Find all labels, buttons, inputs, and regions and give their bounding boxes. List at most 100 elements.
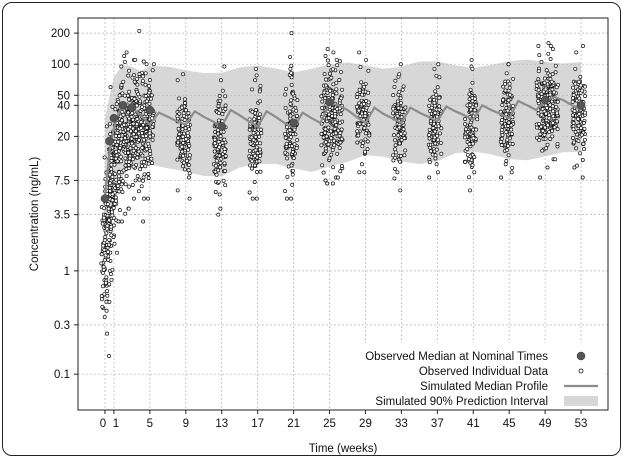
- individual-data-point: [578, 151, 583, 156]
- individual-data-point: [509, 123, 514, 128]
- legend-label: Observed Individual Data: [419, 366, 549, 378]
- individual-data-point: [326, 125, 331, 130]
- individual-data-point: [289, 71, 294, 76]
- individual-data-point: [141, 178, 145, 183]
- individual-data-point: [288, 135, 293, 140]
- individual-data-point: [571, 85, 575, 90]
- x-axis-title: Time (weeks): [309, 443, 378, 455]
- individual-data-point: [504, 159, 509, 163]
- individual-data-point: [578, 83, 583, 88]
- individual-data-point: [433, 129, 438, 134]
- individual-data-point: [140, 163, 144, 168]
- individual-data-point: [131, 126, 135, 131]
- individual-data-point: [535, 125, 539, 130]
- individual-data-point: [216, 179, 221, 184]
- individual-data-point: [119, 136, 124, 141]
- individual-data-point: [359, 162, 364, 167]
- individual-data-point: [290, 168, 295, 173]
- individual-data-point: [105, 223, 110, 228]
- individual-data-point: [250, 87, 254, 92]
- individual-data-point: [395, 170, 400, 175]
- x-tick-label: 9: [183, 418, 189, 430]
- individual-data-point: [100, 304, 105, 309]
- individual-data-point: [399, 138, 404, 142]
- individual-data-point: [136, 189, 141, 194]
- individual-data-point: [212, 141, 217, 146]
- individual-data-point: [362, 84, 366, 89]
- individual-data-point: [122, 59, 127, 64]
- individual-data-point: [102, 238, 107, 243]
- individual-data-point: [127, 184, 131, 189]
- individual-data-point: [535, 135, 539, 140]
- individual-data-point: [222, 64, 227, 69]
- individual-data-point: [361, 101, 366, 106]
- individual-data-point: [536, 98, 541, 103]
- individual-data-point: [545, 123, 550, 128]
- individual-data-point: [136, 92, 141, 97]
- individual-data-point: [325, 90, 330, 95]
- individual-data-point: [463, 160, 468, 164]
- individual-data-point: [397, 72, 402, 77]
- individual-data-point: [336, 128, 341, 133]
- individual-data-point: [117, 93, 122, 98]
- individual-data-point: [555, 111, 559, 116]
- individual-data-point: [187, 153, 192, 158]
- observed-median-point: [289, 118, 298, 128]
- individual-data-point: [117, 189, 122, 194]
- individual-data-point: [216, 139, 221, 144]
- individual-data-point: [287, 109, 292, 114]
- individual-data-point: [130, 157, 135, 162]
- individual-data-point: [186, 163, 191, 167]
- individual-data-point: [119, 83, 124, 87]
- individual-data-point: [177, 96, 182, 101]
- individual-data-point: [108, 181, 113, 186]
- individual-data-point: [332, 138, 336, 143]
- individual-data-point: [109, 156, 114, 160]
- individual-data-point: [392, 166, 397, 171]
- individual-data-point: [393, 147, 397, 152]
- x-tick-label: 5: [147, 418, 153, 430]
- individual-data-point: [114, 149, 119, 154]
- individual-data-point: [320, 99, 325, 104]
- individual-data-point: [326, 63, 331, 68]
- individual-data-point: [543, 87, 548, 92]
- individual-data-point: [283, 131, 288, 136]
- individual-data-point: [554, 104, 559, 109]
- individual-data-point: [220, 88, 225, 93]
- individual-data-point: [552, 125, 557, 130]
- individual-data-point: [130, 75, 135, 80]
- individual-data-point: [259, 127, 263, 132]
- individual-data-point: [331, 50, 336, 55]
- individual-data-point: [120, 91, 125, 96]
- individual-data-point: [432, 66, 437, 71]
- individual-data-point: [127, 89, 132, 94]
- individual-data-point: [127, 97, 131, 102]
- individual-data-point: [143, 164, 148, 169]
- individual-data-point: [107, 282, 112, 287]
- individual-data-point: [131, 164, 136, 169]
- individual-data-point: [332, 143, 337, 148]
- individual-data-point: [322, 90, 327, 95]
- individual-data-point: [337, 145, 342, 150]
- individual-data-point: [546, 51, 551, 56]
- individual-data-point: [113, 107, 118, 112]
- individual-data-point: [363, 111, 368, 116]
- x-tick-label: 33: [395, 418, 408, 430]
- individual-data-point: [150, 137, 155, 142]
- individual-data-point: [467, 175, 472, 180]
- observed-median-point: [540, 95, 550, 105]
- individual-data-point: [438, 131, 443, 136]
- individual-data-point: [112, 162, 117, 167]
- individual-data-point: [136, 138, 141, 142]
- prediction-interval-band: [104, 59, 582, 236]
- individual-data-point: [223, 154, 228, 158]
- individual-data-point: [463, 117, 468, 121]
- individual-data-point: [433, 141, 438, 146]
- individual-data-point: [358, 65, 363, 70]
- individual-data-point: [434, 147, 439, 152]
- y-tick-label: 20: [57, 131, 70, 143]
- individual-data-point: [583, 94, 587, 98]
- individual-data-point: [284, 141, 289, 146]
- individual-data-point: [580, 158, 585, 162]
- individual-data-point: [499, 175, 504, 180]
